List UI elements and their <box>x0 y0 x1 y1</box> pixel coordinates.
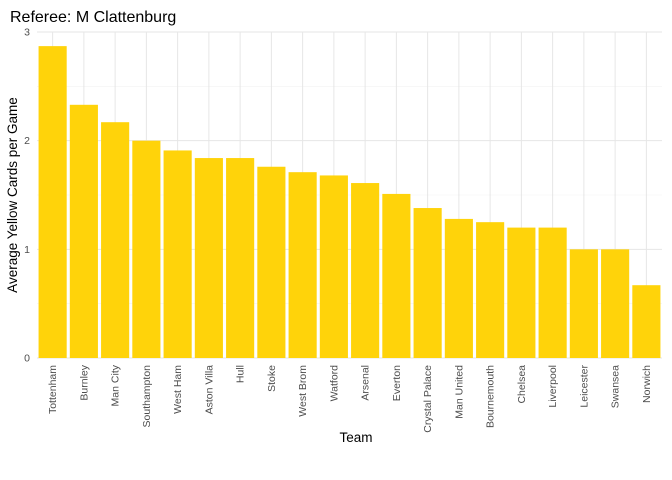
x-tick-label: Leicester <box>578 365 590 408</box>
bar <box>319 175 348 358</box>
x-tick-label: Watford <box>328 365 340 402</box>
x-tick-label: West Ham <box>172 365 184 414</box>
x-tick-label: West Brom <box>297 365 309 417</box>
bar <box>507 227 536 358</box>
x-tick-label: Arsenal <box>360 365 372 401</box>
bar <box>538 227 567 358</box>
bar <box>194 158 223 358</box>
bar <box>476 222 505 358</box>
y-tick-label: 2 <box>24 135 30 147</box>
x-tick-label: Everton <box>391 365 403 401</box>
y-tick-label: 3 <box>24 27 30 39</box>
x-tick-label: Bournemouth <box>485 365 497 428</box>
y-axis-title: Average Yellow Cards per Game <box>5 97 20 293</box>
bar <box>413 208 442 358</box>
x-tick-label: Norwich <box>641 365 653 403</box>
bar <box>101 122 130 359</box>
x-tick-label: Stoke <box>266 365 278 392</box>
x-axis-ticks: Tottenham Burnley Man City Southampton West … <box>47 364 653 432</box>
x-tick-label: Burnley <box>78 364 90 400</box>
bar <box>569 249 598 358</box>
chart-title: Referee: M Clattenburg <box>10 9 176 26</box>
x-tick-label: Liverpool <box>547 365 559 408</box>
y-tick-label: 0 <box>24 353 30 365</box>
bar <box>601 249 630 358</box>
x-tick-label: Man City <box>110 364 122 406</box>
y-tick-label: 1 <box>24 244 30 256</box>
bar <box>38 46 67 358</box>
x-tick-label: Tottenham <box>47 365 59 414</box>
x-tick-label: Aston Villa <box>203 365 215 415</box>
x-axis-title: Team <box>339 430 372 445</box>
bar <box>257 166 286 358</box>
x-tick-label: Chelsea <box>516 365 528 404</box>
x-tick-label: Hull <box>235 365 247 383</box>
bar <box>632 285 661 358</box>
bar <box>69 104 98 358</box>
x-tick-label: Man United <box>453 365 465 419</box>
bar <box>226 158 255 358</box>
x-tick-label: Southampton <box>141 365 153 428</box>
y-axis-ticks: 0 1 2 3 <box>24 27 30 365</box>
bar <box>351 183 380 358</box>
bar <box>132 140 161 358</box>
bar <box>288 172 317 358</box>
bar <box>382 193 411 358</box>
bar <box>163 150 192 358</box>
gridlines <box>37 31 662 359</box>
x-tick-label: Swansea <box>610 365 622 408</box>
bars <box>38 46 661 359</box>
bar <box>444 218 473 358</box>
x-tick-label: Crystal Palace <box>422 365 434 433</box>
